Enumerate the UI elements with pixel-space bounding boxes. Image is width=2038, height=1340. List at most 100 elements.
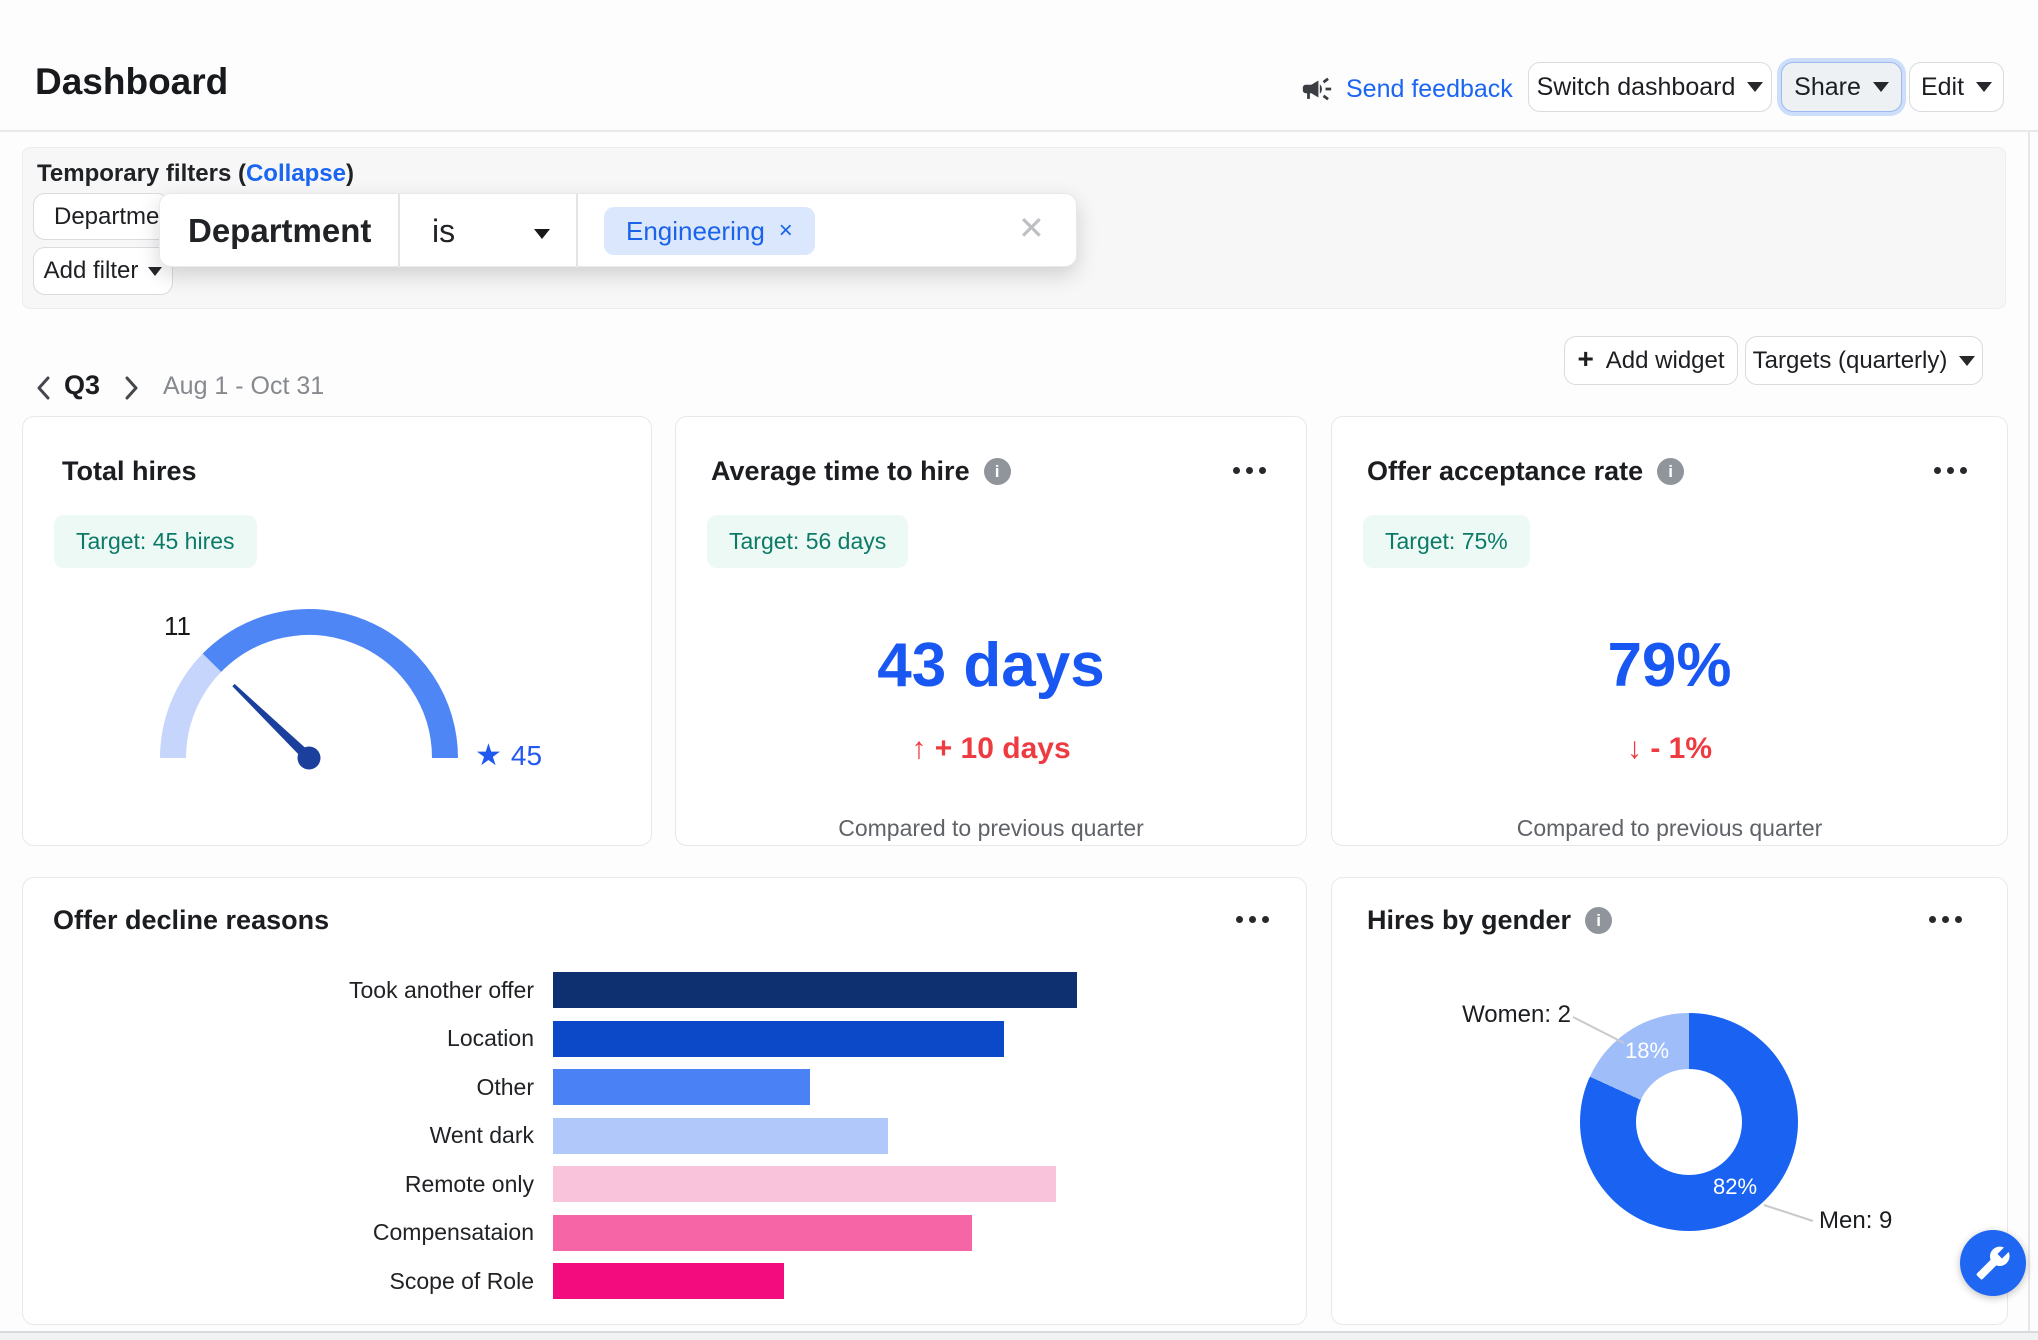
offer-decline-card: Offer decline reasons Took another offer… (22, 877, 1307, 1325)
gauge-target-label: 45 (510, 740, 543, 771)
plus-icon: + (1577, 343, 1594, 374)
header-divider (0, 130, 2038, 132)
send-feedback-link[interactable]: Send feedback (1300, 72, 1513, 106)
megaphone-icon (1302, 77, 1332, 101)
bar-row: Other (23, 1063, 1308, 1112)
next-quarter-chevron-icon[interactable] (120, 374, 142, 402)
bar (553, 972, 1077, 1008)
total-hires-title: Total hires (62, 456, 197, 486)
previous-quarter-chevron-icon[interactable] (33, 374, 55, 402)
hires-by-gender-donut-chart (1580, 1013, 1798, 1231)
popup-close-icon[interactable]: ✕ (1018, 210, 1045, 246)
bar-row: Scope of Role (23, 1257, 1308, 1306)
offer-acceptance-value: 79% (1607, 631, 1732, 700)
edit-button[interactable]: Edit (1909, 62, 2004, 112)
bar-row: Went dark (23, 1112, 1308, 1161)
department-chip-label: Department (54, 202, 169, 230)
bar (553, 1069, 810, 1105)
bar-row: Took another offer (23, 966, 1308, 1015)
collapse-link[interactable]: Collapse (245, 160, 346, 187)
filter-operator-select[interactable]: is (432, 212, 456, 249)
chevron-down-icon (148, 266, 163, 276)
avg-time-delta: ↑ + 10 days (676, 734, 1306, 764)
gauge-target-marker: ★ 45 (475, 741, 542, 771)
card-menu-dots-icon[interactable] (1233, 467, 1266, 474)
avg-time-compare-note: Compared to previous quarter (838, 815, 1144, 841)
total-hires-target-badge: Target: 45 hires (54, 515, 257, 568)
chevron-down-icon (534, 229, 550, 239)
offer-acceptance-delta: ↓ - 1% (1332, 734, 2007, 764)
offer-acceptance-card: Offer acceptance rate i Target: 75% 79% … (1331, 416, 2008, 846)
bar-label: Scope of Role (389, 1267, 534, 1294)
switch-dashboard-button[interactable]: Switch dashboard (1528, 62, 1772, 112)
targets-quarterly-button[interactable]: Targets (quarterly) (1745, 336, 1983, 385)
chevron-down-icon (1959, 355, 1976, 366)
filters-label-suffix: ) (345, 160, 354, 187)
add-filter-label: Add filter (43, 257, 139, 284)
bar-label: Compensataion (372, 1219, 534, 1246)
bar (553, 1020, 1004, 1057)
card-menu-dots-icon[interactable] (1236, 916, 1269, 923)
filter-value-chip[interactable]: Engineering × (604, 207, 815, 255)
send-feedback-label: Send feedback (1346, 74, 1513, 103)
delta-text: - 1% (1650, 732, 1713, 765)
avg-time-value: 43 days (877, 631, 1105, 700)
date-range-label: Aug 1 - Oct 31 (163, 372, 325, 400)
offer-acceptance-target-badge: Target: 75% (1363, 515, 1530, 568)
card-menu-dots-icon[interactable] (1934, 467, 1967, 474)
bar (553, 1117, 889, 1154)
arrow-up-icon: ↑ (911, 732, 927, 765)
avg-time-target-badge: Target: 56 days (707, 515, 909, 568)
women-pct-label: 18% (1624, 1038, 1670, 1063)
department-filter-chip[interactable]: Department (33, 193, 169, 240)
bar-label: Went dark (429, 1122, 534, 1149)
hires-by-gender-title: Hires by gender (1367, 905, 1572, 935)
offer-acceptance-compare-note: Compared to previous quarter (1516, 815, 1823, 841)
men-pct-label: 82% (1712, 1174, 1758, 1199)
delta-text: + 10 days (934, 732, 1071, 765)
targets-label: Targets (quarterly) (1752, 346, 1948, 374)
bar-label: Other (476, 1073, 534, 1100)
chevron-down-icon (1747, 82, 1764, 92)
add-filter-chip[interactable]: Add filter (33, 247, 173, 295)
operator-caret[interactable] (534, 226, 550, 244)
hires-by-gender-card: Hires by gender i 18% 82% Women: 2 Men: … (1331, 877, 2008, 1325)
bar-row: Compensataion (23, 1209, 1308, 1258)
edit-label: Edit (1920, 72, 1965, 101)
bar-row: Location (23, 1015, 1308, 1064)
chevron-down-icon (1872, 82, 1889, 92)
offer-decline-title: Offer decline reasons (53, 905, 330, 935)
filter-field-label: Department (188, 212, 372, 249)
offer-decline-bar-chart: Took another offer Location Other Went dark… (23, 966, 1308, 1306)
arrow-down-icon: ↓ (1626, 732, 1642, 765)
share-label: Share (1794, 72, 1861, 101)
info-icon[interactable]: i (983, 458, 1011, 486)
filter-editor-popup: Department is Engineering × ✕ (159, 193, 1077, 268)
men-callout-label: Men: 9 (1819, 1207, 1893, 1234)
bar (553, 1214, 973, 1251)
share-button[interactable]: Share (1781, 62, 1902, 112)
info-icon[interactable]: i (1657, 458, 1685, 486)
bar-row: Remote only (23, 1160, 1308, 1209)
temporary-filters-label: Temporary filters (Collapse) (37, 160, 354, 189)
total-hires-gauge-chart (160, 609, 458, 770)
quarter-label: Q3 (64, 370, 101, 400)
bar-label: Took another offer (349, 976, 534, 1003)
filter-value-label: Engineering (626, 216, 765, 246)
women-callout-label: Women: 2 (1462, 1001, 1571, 1028)
chevron-down-icon (1976, 82, 1993, 92)
card-menu-dots-icon[interactable] (1929, 916, 1962, 923)
popup-divider (576, 194, 578, 268)
star-icon: ★ (475, 739, 502, 772)
remove-value-icon[interactable]: × (778, 217, 793, 244)
bar (553, 1263, 784, 1299)
page-title: Dashboard (35, 61, 229, 102)
wrench-icon (1976, 1246, 2010, 1280)
info-icon[interactable]: i (1585, 907, 1613, 935)
avg-time-to-hire-card: Average time to hire i Target: 56 days 4… (675, 416, 1307, 846)
filters-label-prefix: Temporary filters ( (37, 160, 246, 187)
scrollbar-gutter (2028, 130, 2030, 1338)
bar (553, 1166, 1057, 1202)
settings-fab-button[interactable] (1960, 1230, 2026, 1296)
add-widget-button[interactable]: + Add widget (1564, 336, 1738, 385)
